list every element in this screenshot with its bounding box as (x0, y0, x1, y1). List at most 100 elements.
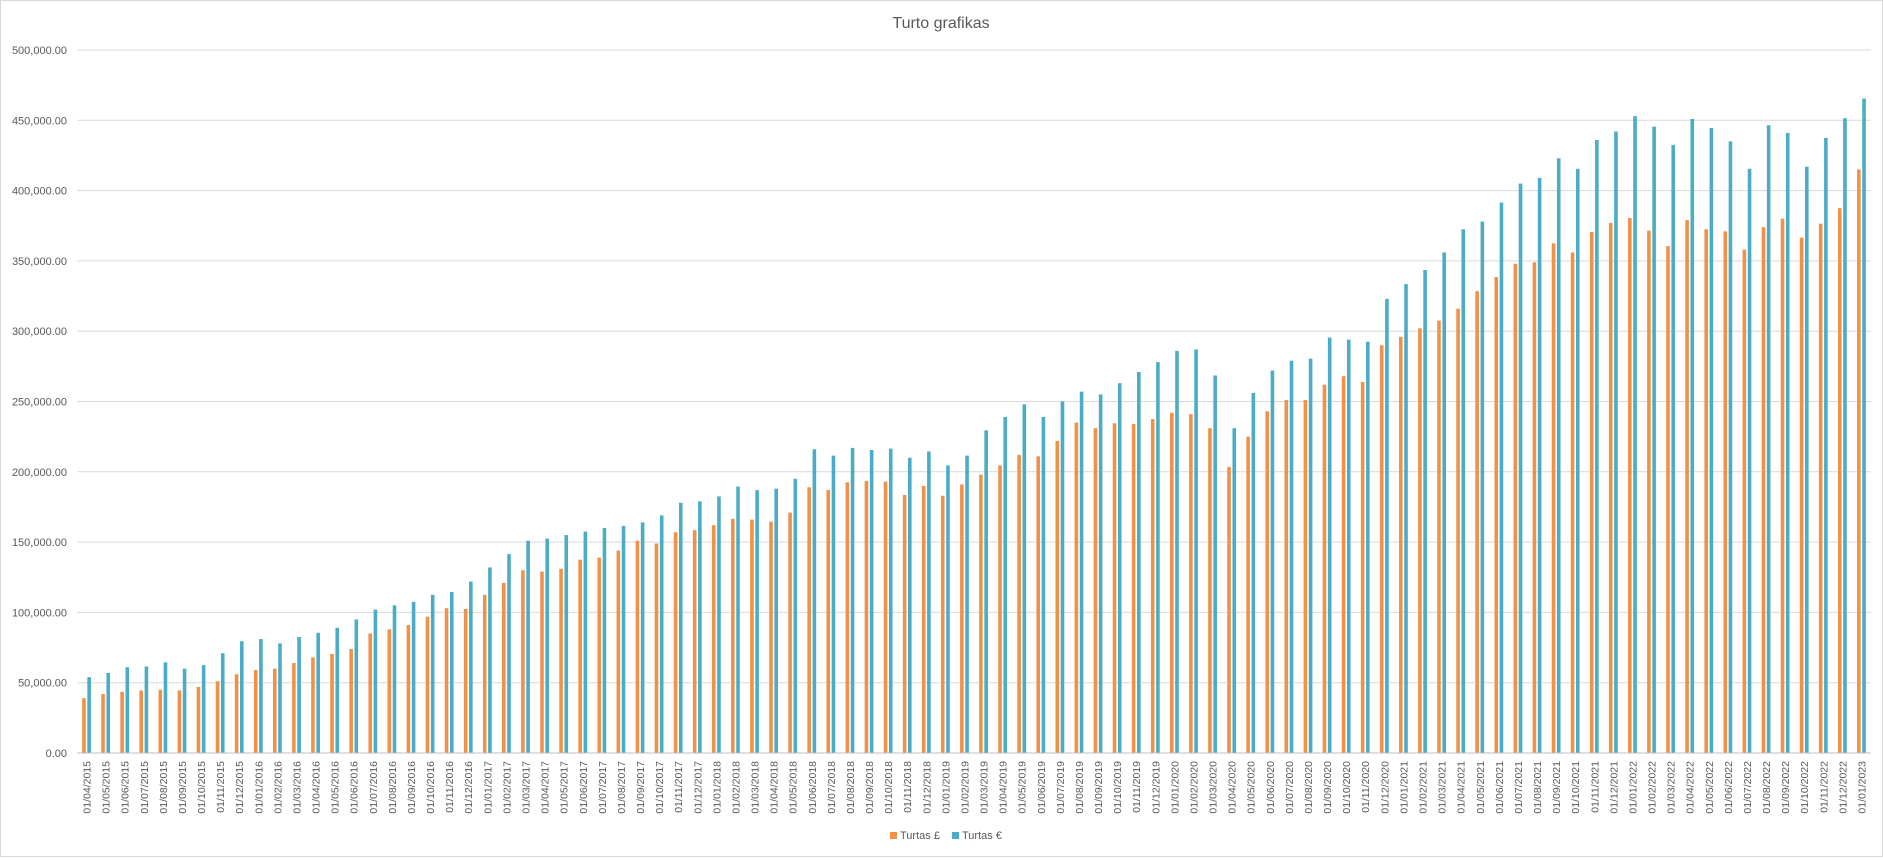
bar-turtas-gbp (883, 481, 888, 753)
bar-turtas-gbp (1112, 423, 1117, 753)
x-tick-label: 01/07/2019 (1055, 761, 1067, 814)
x-tick-label: 01/11/2020 (1360, 761, 1372, 813)
bar-turtas-gbp (253, 670, 258, 753)
x-tick-label: 01/08/2017 (616, 761, 628, 814)
legend-swatch-turtas-eur (952, 832, 959, 839)
bar-turtas-gbp (1761, 227, 1766, 753)
x-tick-label: 01/07/2016 (368, 761, 380, 814)
bar-turtas-eur (678, 502, 683, 753)
bar-turtas-eur (469, 581, 473, 753)
x-tick-label: 01/01/2022 (1627, 761, 1639, 814)
bar-turtas-eur (488, 567, 492, 753)
x-tick-label: 01/09/2017 (635, 761, 647, 814)
x-tick-label: 01/04/2021 (1456, 761, 1468, 814)
bar-turtas-gbp (711, 525, 716, 753)
bar-turtas-eur (564, 535, 569, 753)
x-tick-label: 01/08/2021 (1532, 761, 1544, 814)
bar-turtas-eur (793, 478, 798, 753)
bar-turtas-eur (736, 486, 740, 753)
bar-turtas-eur (755, 490, 759, 753)
x-tick-label: 01/04/2018 (769, 761, 781, 814)
bar-turtas-eur (698, 501, 702, 753)
bar-turtas-gbp (158, 689, 163, 753)
bar-turtas-gbp (502, 582, 506, 753)
bar-turtas-eur (297, 637, 301, 753)
x-tick-label: 01/03/2020 (1208, 761, 1220, 814)
bar-turtas-gbp (616, 550, 621, 753)
bar-turtas-eur (1156, 362, 1160, 753)
bar-turtas-gbp (1341, 376, 1346, 753)
x-tick-label: 01/11/2015 (215, 761, 227, 813)
x-tick-label: 01/04/2020 (1227, 761, 1239, 814)
x-tick-label: 01/10/2018 (883, 761, 895, 814)
bar-turtas-gbp (406, 625, 411, 753)
x-tick-label: 01/03/2016 (291, 761, 303, 814)
bar-turtas-gbp (1265, 411, 1270, 753)
bar-turtas-gbp (425, 616, 430, 753)
bar-turtas-eur (869, 450, 874, 753)
bar-turtas-eur (1785, 132, 1790, 753)
y-axis-tick-labels: 0.00 50,000.00 100,000.00 150,000.00 200,000… (12, 45, 67, 760)
bar-turtas-eur (1747, 168, 1752, 753)
bar-turtas-eur (1690, 118, 1695, 753)
bar-turtas-eur (774, 488, 779, 753)
bar-turtas-eur (583, 531, 588, 753)
bar-turtas-gbp (1036, 456, 1040, 753)
x-tick-label: 01/10/2015 (196, 761, 208, 814)
bar-turtas-eur (1003, 416, 1008, 753)
x-tick-label: 01/08/2015 (158, 761, 170, 814)
bar-turtas-gbp (1456, 308, 1460, 753)
bar-turtas-eur (1175, 350, 1179, 753)
x-tick-label: 01/12/2017 (692, 761, 704, 814)
bar-turtas-eur (1289, 360, 1294, 753)
bar-turtas-eur (1385, 298, 1389, 753)
bar-turtas-gbp (521, 570, 525, 753)
bar-turtas-gbp (1418, 328, 1422, 753)
y-tick-label: 400,000.00 (12, 186, 67, 198)
x-tick-label: 01/03/2017 (521, 761, 533, 814)
x-tick-label: 01/05/2019 (1017, 761, 1029, 814)
x-tick-label: 01/10/2019 (1112, 761, 1124, 814)
bar-turtas-eur (144, 666, 149, 753)
x-tick-label: 01/08/2019 (1074, 761, 1086, 814)
x-tick-label: 01/07/2021 (1513, 761, 1525, 814)
bar-turtas-eur (335, 627, 340, 753)
x-tick-label: 01/09/2022 (1780, 761, 1792, 814)
bar-turtas-gbp (692, 530, 697, 753)
x-tick-label: 01/12/2022 (1837, 761, 1849, 814)
x-tick-label: 01/09/2018 (864, 761, 876, 814)
x-tick-label: 01/07/2022 (1742, 761, 1754, 814)
y-tick-label: 0.00 (46, 748, 67, 760)
bar-turtas-eur (449, 592, 454, 753)
bar-turtas-gbp (1647, 230, 1651, 754)
bar-turtas-eur (1633, 116, 1637, 753)
bar-turtas-gbp (1131, 424, 1136, 753)
y-tick-label: 150,000.00 (12, 537, 67, 549)
x-tick-label: 01/06/2017 (578, 761, 590, 814)
bar-turtas-eur (1079, 391, 1084, 753)
x-axis-tick-labels: 01/04/2015 01/05/2015 01/06/2015 01/07/2015… (82, 761, 1869, 814)
x-tick-label: 01/12/2020 (1379, 761, 1391, 814)
bar-turtas-gbp (215, 681, 220, 753)
x-tick-label: 01/09/2015 (177, 761, 189, 814)
bar-turtas-gbp (979, 474, 983, 753)
gridlines (77, 49, 1871, 754)
bar-turtas-eur (1098, 394, 1103, 753)
bar-turtas-gbp (101, 693, 105, 753)
bar-turtas-gbp (807, 487, 811, 753)
bar-turtas-gbp (463, 608, 468, 753)
x-tick-label: 01/06/2021 (1494, 761, 1506, 814)
x-tick-label: 01/09/2021 (1551, 761, 1563, 814)
x-tick-label: 01/09/2020 (1322, 761, 1334, 814)
x-tick-label: 01/03/2021 (1437, 761, 1449, 814)
bar-turtas-gbp (1589, 232, 1594, 753)
bar-turtas-gbp (196, 686, 201, 753)
bar-turtas-eur (965, 455, 969, 753)
x-tick-label: 01/11/2019 (1131, 761, 1143, 813)
bar-turtas-gbp (1685, 220, 1689, 753)
bar-turtas-eur (1671, 144, 1676, 753)
bar-turtas-eur (812, 449, 817, 753)
bar-turtas-eur (1213, 375, 1217, 753)
y-tick-label: 100,000.00 (12, 607, 67, 619)
